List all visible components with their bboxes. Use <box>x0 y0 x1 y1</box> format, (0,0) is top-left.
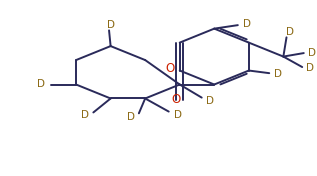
Text: D: D <box>205 96 214 106</box>
Text: D: D <box>81 110 88 120</box>
Text: D: D <box>243 19 251 29</box>
Text: D: D <box>107 20 115 30</box>
Text: D: D <box>306 63 314 73</box>
Text: D: D <box>286 27 294 37</box>
Text: D: D <box>307 48 316 58</box>
Text: D: D <box>127 112 135 122</box>
Text: O: O <box>166 62 175 75</box>
Text: O: O <box>171 93 181 106</box>
Text: D: D <box>274 69 282 79</box>
Text: D: D <box>37 79 45 89</box>
Text: D: D <box>173 110 182 120</box>
